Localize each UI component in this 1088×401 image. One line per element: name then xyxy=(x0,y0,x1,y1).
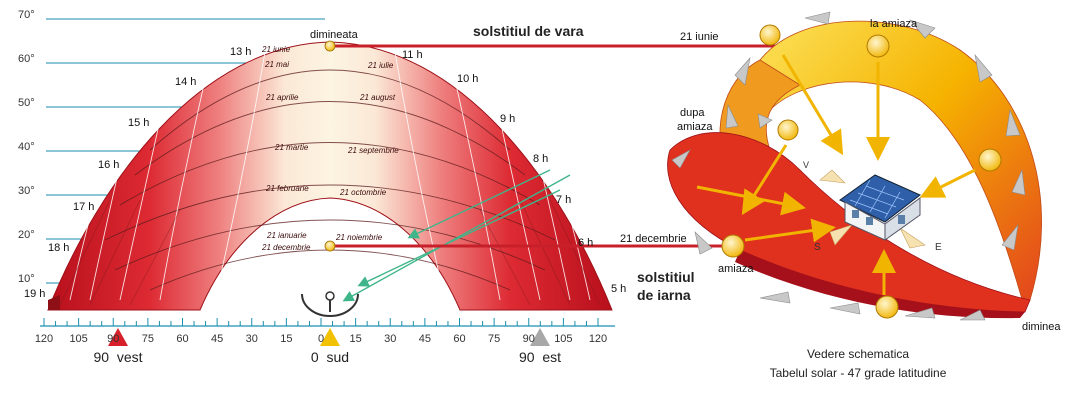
december-connector-label: 21 decembrie xyxy=(620,233,687,245)
date-label-right: 21 iulie xyxy=(367,61,394,70)
hour-label-right: 11 h xyxy=(402,49,423,61)
ring-suns xyxy=(721,24,1002,319)
hour-label-left: 16 h xyxy=(98,159,119,171)
winter-solstice-label-2: de iarna xyxy=(637,287,691,303)
azimuth-tick-label: 105 xyxy=(69,333,87,345)
azimuth-tick-label: 60 xyxy=(453,333,465,345)
altitude-label: 50° xyxy=(18,97,35,109)
house-icon xyxy=(839,174,921,241)
summer-sun-marker xyxy=(324,40,336,52)
compass-e: E xyxy=(935,242,942,253)
azimuth-tick-label: 30 xyxy=(246,333,258,345)
hour-label-right: 5 h xyxy=(611,283,626,295)
azimuth-tick-label: 15 xyxy=(350,333,362,345)
south-label: 0 sud xyxy=(311,349,349,365)
south-marker xyxy=(320,328,340,346)
caption-line-2: Tabelul solar - 47 grade latitudine xyxy=(770,366,947,380)
azimuth-tick-label: 0 xyxy=(318,333,324,345)
hour-label-left: 15 h xyxy=(128,117,149,129)
altitude-label: 70° xyxy=(18,9,35,21)
azimuth-tick-label: 45 xyxy=(419,333,431,345)
altitude-grid xyxy=(46,18,325,284)
hour-label-left: 18 h xyxy=(48,242,69,254)
compass-s: S xyxy=(814,242,821,253)
date-label-right: 21 noiembrie xyxy=(335,233,383,242)
altitude-label: 40° xyxy=(18,141,35,153)
hour-lines xyxy=(69,51,591,301)
west-label: 90 vest xyxy=(93,349,142,365)
east-marker xyxy=(530,328,550,346)
date-label-left: 21 decembrie xyxy=(261,243,311,252)
azimuth-tick-label: 120 xyxy=(35,333,53,345)
azimuth-tick-label: 45 xyxy=(211,333,223,345)
winter-solstice-label-1: solstitiul xyxy=(637,269,695,285)
date-label-right: 21 octombrie xyxy=(339,188,387,197)
azimuth-tick-label: 90 xyxy=(523,333,535,345)
june-connector-label: 21 iunie xyxy=(680,31,719,43)
hour-label-right: 10 h xyxy=(457,73,478,85)
hour-label-right: 9 h xyxy=(500,113,515,125)
dupa-amiaza-label-1: dupa xyxy=(680,107,705,119)
date-label-left: 21 martie xyxy=(274,143,309,152)
date-label-left: 21 iunie xyxy=(261,45,291,54)
date-label-right: 21 august xyxy=(359,93,396,102)
dimineata-label: dimineata xyxy=(310,29,359,41)
hour-label-right: 7 h xyxy=(556,194,571,206)
compass-v: V xyxy=(803,160,809,170)
altitude-label: 10° xyxy=(18,273,35,285)
altitude-label: 60° xyxy=(18,53,35,65)
azimuth-tick-label: 90 xyxy=(107,333,119,345)
west-marker xyxy=(108,328,128,346)
hour-label-left: 17 h xyxy=(73,201,94,213)
sun-rays xyxy=(342,169,571,302)
altitude-label: 30° xyxy=(18,185,35,197)
date-label-right: 21 septembrie xyxy=(347,146,399,155)
hour-label-left: 14 h xyxy=(175,76,196,88)
la-amiaza-label: la amiaza xyxy=(870,18,918,30)
diagonal-lines xyxy=(59,199,601,306)
dupa-amiaza-label-2: amiaza xyxy=(677,121,713,133)
azimuth-tick-label: 75 xyxy=(488,333,500,345)
hour-label-right: 6 h xyxy=(578,237,593,249)
sun-path-dome xyxy=(47,41,613,311)
azimuth-tick-label: 15 xyxy=(280,333,292,345)
diminea-label: diminea xyxy=(1022,321,1061,333)
date-label-left: 21 mai xyxy=(264,60,289,69)
winter-sun-marker xyxy=(324,240,336,252)
amiaza-label: amiaza xyxy=(718,263,754,275)
east-label: 90 est xyxy=(519,349,561,365)
caption-line-1: Vedere schematica xyxy=(807,347,909,361)
schematic-view xyxy=(667,11,1042,321)
hour-label-left: 19 h xyxy=(24,288,45,300)
azimuth-tick-label: 120 xyxy=(589,333,607,345)
hour-label-left: 13 h xyxy=(230,46,251,58)
azimuth-tick-label: 60 xyxy=(176,333,188,345)
date-label-left: 21 ianuarie xyxy=(266,231,307,240)
azimuth-tick-label: 105 xyxy=(554,333,572,345)
altitude-label: 20° xyxy=(18,229,35,241)
date-label-left: 21 aprilie xyxy=(265,93,299,102)
observer-symbol xyxy=(301,291,359,317)
summer-solstice-label: solstitiul de vara xyxy=(473,23,584,39)
azimuth-tick-label: 75 xyxy=(142,333,154,345)
azimuth-tick-label: 30 xyxy=(384,333,396,345)
date-label-left: 21 februarie xyxy=(265,184,309,193)
azimuth-axis xyxy=(40,318,615,327)
hour-label-right: 8 h xyxy=(533,153,548,165)
